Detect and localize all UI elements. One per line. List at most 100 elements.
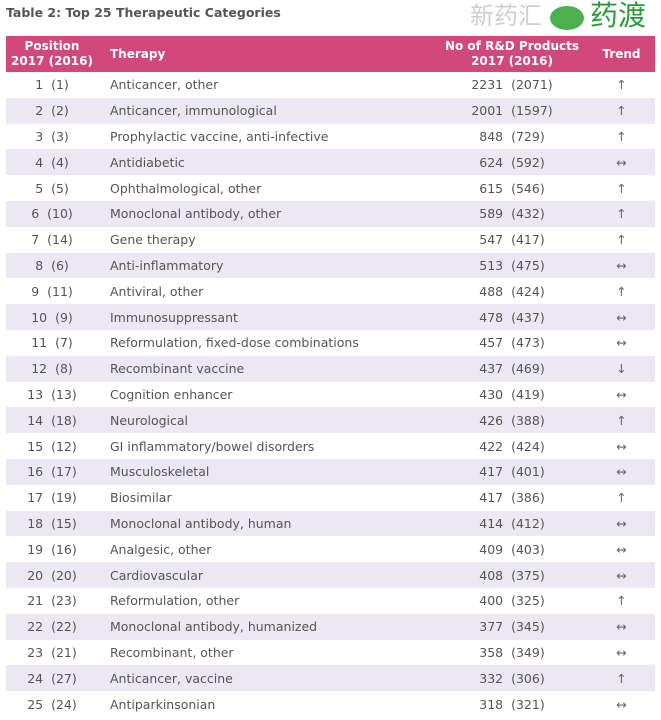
- therapy-cell: Antiparkinsonian: [110, 696, 216, 712]
- watermark-text: 新药汇: [470, 2, 542, 30]
- trend-icon: ↔: [616, 619, 627, 635]
- therapy-cell: Analgesic, other: [110, 541, 212, 557]
- products-cell: 332 (306): [479, 670, 545, 686]
- products-cell: 409 (403): [479, 541, 545, 557]
- table-row: 11 (7) Reformulation, fixed-dose combinat…: [6, 330, 655, 356]
- table-row: 6 (10) Monoclonal antibody, other 589 (432…: [6, 200, 655, 227]
- position-cell: 6 (10): [31, 206, 73, 222]
- therapy-cell: Monoclonal antibody, humanized: [110, 619, 318, 635]
- products-cell: 358 (349): [479, 644, 545, 660]
- products-cell: 417 (401): [479, 464, 545, 480]
- table-row: 13 (13) Cognition enhancer 430 (419) ↔: [6, 382, 655, 408]
- products-cell: 318 (321): [479, 696, 545, 712]
- trend-icon: ↔: [616, 567, 627, 583]
- table-row: 24 (27) Anticancer, vaccine 332 (306) ↑: [6, 665, 655, 692]
- products-cell: 547 (417): [479, 232, 545, 248]
- table-row: 25 (24) Antiparkinsonian 318 (321) ↔: [6, 691, 655, 717]
- table-row: 18 (15) Monoclonal antibody, human 414 (41…: [6, 510, 655, 537]
- header-position: Position 2017 (2016): [11, 39, 93, 68]
- therapy-cell: Monoclonal antibody, human: [110, 515, 292, 531]
- trend-icon: ↔: [616, 154, 627, 170]
- products-cell: 400 (325): [479, 593, 545, 609]
- table-row: 2 (2) Anticancer, immunological 2001 (1597…: [6, 97, 655, 124]
- table-row: 15 (12) GI inflammatory/bowel disorders 42…: [6, 433, 655, 459]
- position-cell: 11 (7): [31, 335, 73, 351]
- table-row: 3 (3) Prophylactic vaccine, anti-infectiv…: [6, 124, 655, 150]
- products-cell: 2001 (1597): [471, 103, 553, 119]
- trend-icon: ↑: [616, 77, 627, 93]
- table-row: 16 (17) Musculoskeletal 417 (401) ↔: [6, 458, 655, 485]
- table-row: 20 (20) Cardiovascular 408 (375) ↔: [6, 562, 655, 588]
- position-cell: 17 (19): [27, 490, 77, 506]
- trend-icon: ↔: [616, 464, 627, 480]
- position-cell: 7 (14): [31, 232, 73, 248]
- position-cell: 2 (2): [35, 103, 69, 119]
- table-row: 8 (6) Anti-inflammatory 513 (475) ↔: [6, 252, 655, 279]
- products-cell: 589 (432): [479, 206, 545, 222]
- therapy-cell: Anticancer, immunological: [110, 103, 277, 119]
- position-cell: 18 (15): [27, 515, 77, 531]
- trend-icon: ↑: [616, 670, 627, 686]
- table-row: 10 (9) Immunosuppressant 478 (437) ↔: [6, 304, 655, 330]
- therapy-cell: Musculoskeletal: [110, 464, 210, 480]
- therapeutic-categories-table: Position 2017 (2016) Therapy No of R&D Pr…: [6, 36, 655, 717]
- table-row: 17 (19) Biosimilar 417 (386) ↑: [6, 485, 655, 511]
- therapy-cell: GI inflammatory/bowel disorders: [110, 438, 315, 454]
- position-cell: 1 (1): [35, 77, 69, 93]
- position-cell: 25 (24): [27, 696, 77, 712]
- position-cell: 22 (22): [27, 619, 77, 635]
- products-cell: 426 (388): [479, 412, 545, 428]
- therapy-cell: Neurological: [110, 412, 189, 428]
- trend-icon: ↑: [616, 283, 627, 299]
- therapy-cell: Monoclonal antibody, other: [110, 206, 282, 222]
- trend-icon: ↔: [616, 515, 627, 531]
- trend-icon: ↓: [616, 361, 627, 377]
- trend-icon: ↔: [616, 386, 627, 402]
- therapy-cell: Immunosuppressant: [110, 309, 238, 325]
- products-cell: 414 (412): [479, 515, 545, 531]
- position-cell: 8 (6): [35, 257, 69, 273]
- products-cell: 457 (473): [479, 335, 545, 351]
- table-row: 1 (1) Anticancer, other 2231 (2071) ↑: [6, 72, 655, 98]
- trend-icon: ↔: [616, 541, 627, 557]
- therapy-cell: Gene therapy: [110, 232, 196, 248]
- therapy-cell: Anticancer, other: [110, 77, 219, 93]
- position-cell: 9 (11): [31, 283, 73, 299]
- therapy-cell: Reformulation, fixed-dose combinations: [110, 335, 359, 351]
- position-cell: 5 (5): [35, 180, 69, 196]
- position-cell: 14 (18): [27, 412, 77, 428]
- products-cell: 377 (345): [479, 619, 545, 635]
- table-row: 23 (21) Recombinant, other 358 (349) ↔: [6, 640, 655, 666]
- trend-icon: ↑: [616, 128, 627, 144]
- products-cell: 2231 (2071): [471, 77, 553, 93]
- table-row: 12 (8) Recombinant vaccine 437 (469) ↓: [6, 355, 655, 382]
- products-cell: 408 (375): [479, 567, 545, 583]
- position-cell: 10 (9): [31, 309, 73, 325]
- trend-icon: ↔: [616, 696, 627, 712]
- table-row: 7 (14) Gene therapy 547 (417) ↑: [6, 227, 655, 253]
- position-cell: 4 (4): [35, 154, 69, 170]
- products-cell: 615 (546): [479, 180, 545, 196]
- table-title: Table 2: Top 25 Therapeutic Categories: [6, 5, 281, 20]
- therapy-cell: Antidiabetic: [110, 154, 185, 170]
- products-cell: 513 (475): [479, 257, 545, 273]
- trend-icon: ↔: [616, 644, 627, 660]
- products-cell: 437 (469): [479, 361, 545, 377]
- position-cell: 13 (13): [27, 386, 77, 402]
- trend-icon: ↑: [616, 180, 627, 196]
- position-cell: 21 (23): [27, 593, 77, 609]
- position-cell: 24 (27): [27, 670, 77, 686]
- watermark-logo: 药渡: [590, 0, 647, 32]
- trend-icon: ↔: [616, 257, 627, 273]
- therapy-cell: Ophthalmological, other: [110, 180, 262, 196]
- wechat-logo-icon: [550, 6, 584, 30]
- therapy-cell: Reformulation, other: [110, 593, 240, 609]
- trend-icon: ↑: [616, 593, 627, 609]
- header-products: No of R&D Products 2017 (2016): [444, 39, 580, 68]
- trend-icon: ↑: [616, 103, 627, 119]
- therapy-cell: Antiviral, other: [110, 283, 204, 299]
- header-therapy: Therapy: [110, 46, 166, 61]
- table-row: 4 (4) Antidiabetic 624 (592) ↔: [6, 149, 655, 176]
- products-cell: 848 (729): [479, 128, 545, 144]
- therapy-cell: Prophylactic vaccine, anti-infective: [110, 128, 329, 144]
